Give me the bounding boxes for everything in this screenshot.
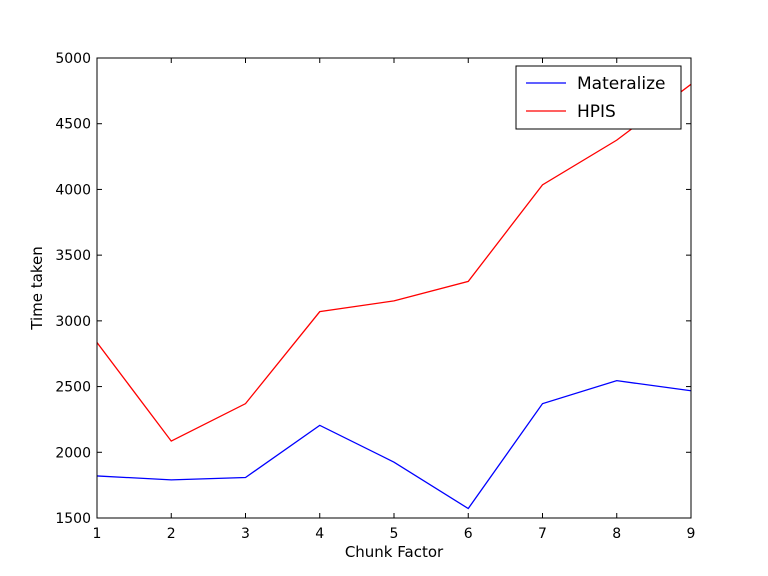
legend: Materalize HPIS: [515, 65, 682, 130]
series-line-materalize: [97, 379, 691, 510]
y-axis-label: Time taken: [28, 246, 46, 330]
y-tick-label: 2500: [55, 380, 91, 396]
legend-label-materalize: Materalize: [577, 74, 665, 94]
series-line-hpis: [97, 83, 691, 442]
y-axis: 1500 2000 2500 3000 3500 4000 4500 5000: [55, 51, 691, 527]
y-tick-label: 4000: [55, 182, 91, 198]
y-tick-label: 3500: [55, 248, 91, 264]
x-tick-label: 8: [612, 526, 621, 542]
x-tick-label: 9: [687, 526, 696, 542]
legend-box: [515, 65, 682, 130]
x-tick-label: 6: [464, 526, 473, 542]
x-axis-label: Chunk Factor: [345, 543, 444, 561]
y-tick-label: 4500: [55, 117, 91, 133]
x-tick-label: 7: [538, 526, 547, 542]
legend-label-hpis: HPIS: [577, 102, 616, 122]
x-axis: 1 2 3 4 5 6 7 8 9: [93, 58, 696, 542]
x-tick-label: 2: [167, 526, 176, 542]
y-tick-label: 3000: [55, 314, 91, 330]
x-tick-label: 4: [315, 526, 324, 542]
y-tick-label: 5000: [55, 51, 91, 67]
x-tick-label: 5: [390, 526, 399, 542]
y-tick-label: 1500: [55, 511, 91, 527]
y-tick-label: 2000: [55, 445, 91, 461]
x-tick-label: 1: [93, 526, 102, 542]
plot-lines: [97, 83, 691, 510]
x-tick-label: 3: [241, 526, 250, 542]
